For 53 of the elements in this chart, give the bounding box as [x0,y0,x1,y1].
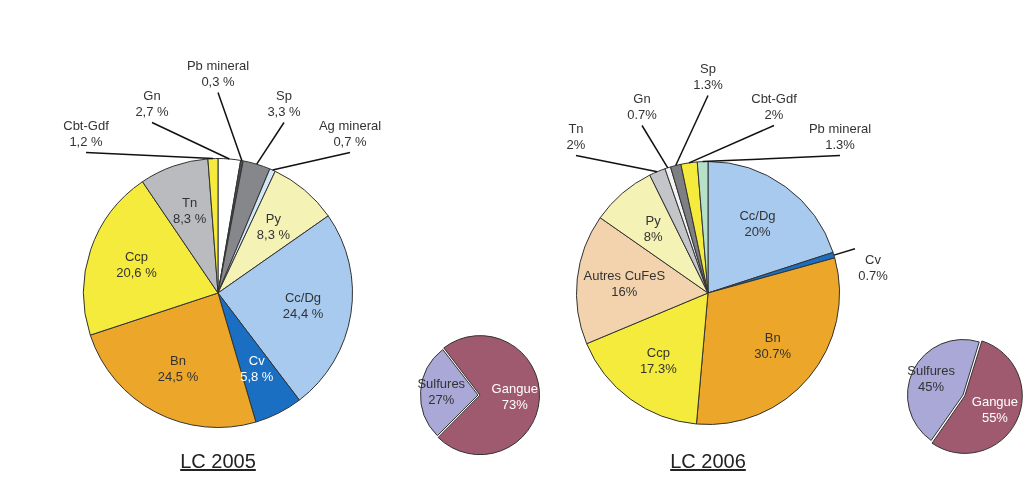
text: LC 2005 [179,450,257,473]
slice-label: Cbt-Gdf [63,118,110,134]
slice-label: Cbt-Gdf [751,91,798,107]
data-label: 24,5 % [157,368,199,384]
slice-label: Sulfures [907,363,956,379]
data-label: 2% [566,137,586,153]
slice-label: Autres CuFeS [583,267,666,283]
data-label: 2,7 % [135,104,170,120]
slice-label: Bn [764,330,781,346]
text: LC 2006 [669,450,747,473]
slice-label: Cc/Dg [739,208,776,224]
data-label: 16% [611,283,638,299]
slice-label: Ag mineral [318,118,382,134]
data-label: 0,7 % [333,134,368,150]
data-label: 73% [501,396,529,412]
slice-label: Tn [182,195,198,211]
slice-label: Pb mineral [186,58,250,74]
slice-label: Gangue [971,394,1019,410]
slice-label: Pb mineral [808,121,872,137]
data-label: 3,3 % [267,104,302,120]
slice-label: Sp [700,61,716,77]
slice-label: Cc/Dg [284,289,322,305]
data-label: 2% [764,107,784,123]
slice-label: Cv [248,353,266,369]
data-label: 1,2 % [69,134,104,150]
slice-label: Sulfures [417,376,466,392]
data-label: 45% [918,379,945,395]
data-label: 30.7% [754,346,792,362]
data-label: 27% [428,392,455,408]
data-label: 0.7% [858,268,889,284]
data-label: 1.3% [693,77,724,93]
data-label: 8,3 % [256,226,291,242]
slice-label: Gn [143,88,161,104]
data-label: 24,4 % [282,305,324,321]
data-label: 0,3 % [201,74,236,90]
slice-label: Gn [633,91,651,107]
data-label: 20% [744,224,771,240]
data-label: 20,6 % [116,264,158,280]
slice-label: Sp [276,88,292,104]
slice-label: Ccp [124,248,149,264]
slice-label: Py [265,210,282,226]
slice-label: Bn [170,352,186,368]
data-label: 0.7% [627,107,658,123]
slice-label: Cv [865,252,882,268]
data-label: 8% [643,228,663,244]
data-label: 1.3% [825,137,856,153]
data-label: 8,3 % [173,211,207,227]
slice-label: Tn [568,121,584,137]
slice-label: Gangue [491,380,538,396]
data-label: 17.3% [639,360,678,376]
slice-label: Ccp [646,344,670,360]
data-label: 55% [981,410,1009,426]
slice-label: Py [645,212,662,228]
